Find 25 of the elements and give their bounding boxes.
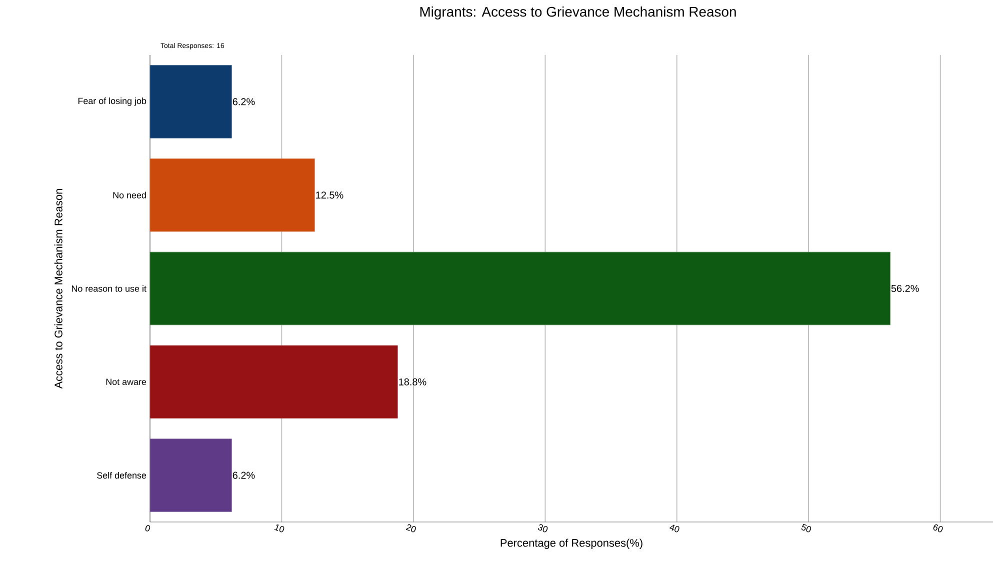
data-label: 18.8%: [399, 378, 426, 386]
chart-title: Migrants: Access to Grievance Mechanism Reason: [420, 6, 736, 20]
bar: [150, 158, 315, 232]
x-tick-label: 30: [538, 524, 548, 532]
y-tick-label: Fear of losing job: [78, 98, 146, 106]
x-tick-label: 60: [933, 524, 943, 532]
x-tick-label: 0: [145, 525, 150, 532]
x-tick-label: 20: [406, 524, 416, 532]
data-label: 6.2%: [232, 98, 255, 106]
x-axis-title: Percentage of Responses(%): [500, 538, 642, 549]
x-tick-label: 50: [801, 524, 812, 532]
x-tick-label: 10: [274, 524, 284, 532]
x-tick-label: 40: [670, 524, 680, 532]
data-label: 56.2%: [891, 284, 919, 292]
bar: [150, 438, 232, 512]
y-tick-label: Self defense: [97, 472, 146, 479]
y-axis-title: Access to Grievance Mechanism Reason: [54, 189, 62, 389]
y-tick-label: Not aware: [106, 378, 146, 386]
y-tick-label: No need: [113, 192, 146, 198]
data-label: 12.5%: [316, 192, 344, 199]
data-label: 6.2%: [232, 472, 255, 479]
bar: [150, 252, 890, 326]
bar: [150, 65, 232, 138]
bar: [150, 345, 398, 419]
y-tick-label: No reason to use it: [72, 285, 146, 292]
